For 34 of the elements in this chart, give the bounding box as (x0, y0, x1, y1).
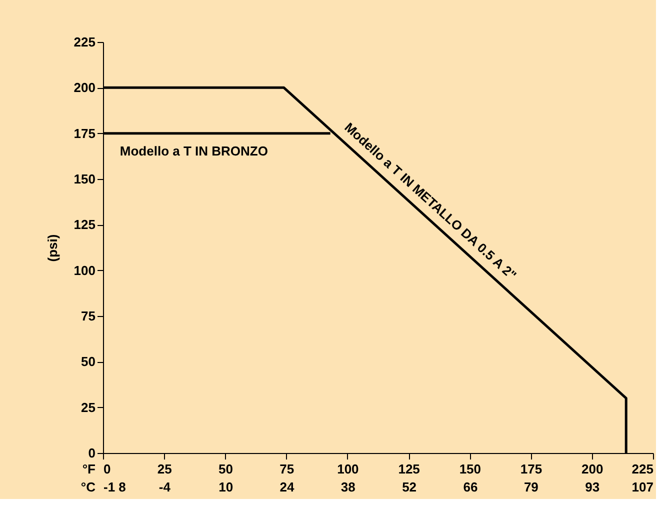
y-tick-label: 175 (74, 126, 96, 141)
x-tick-label: 125 (398, 462, 420, 476)
x2-tick-label: 24 (280, 480, 295, 494)
x2-tick-label: 52 (402, 480, 417, 494)
x-tick-label: 75 (280, 462, 294, 476)
x2-tick-label: 38 (340, 480, 356, 494)
x-tick-label: 100 (337, 462, 359, 476)
y-tick-label: 100 (74, 262, 96, 278)
y-tick-label: 200 (74, 80, 96, 96)
x2-tick-label: -1 8 (104, 480, 126, 494)
y-axis-title: (psi) (44, 234, 60, 262)
x2-tick-label: 79 (524, 480, 538, 494)
series-label: Modello a T IN BRONZO (120, 143, 268, 158)
y-tick-label: 25 (81, 400, 96, 415)
x2-tick-label: 10 (218, 480, 234, 494)
x-tick-label: 0 (104, 462, 111, 476)
x2-tick-label: -4 (158, 480, 172, 494)
x2-tick-label: 93 (585, 480, 600, 494)
x-tick-label: 225 (632, 462, 654, 476)
x2-tick-label: 66 (463, 480, 478, 494)
x-tick-label: 25 (157, 462, 172, 476)
x2-tick-label: 107 (632, 480, 654, 494)
y-tick-label: 125 (74, 217, 96, 232)
y-tick-label: 50 (81, 354, 96, 370)
y-tick-label: 75 (81, 308, 96, 324)
y-tick-label: 150 (74, 172, 96, 186)
x2-axis-title: °C (80, 480, 96, 494)
x-tick-label: 50 (218, 462, 233, 476)
x-axis-title: °F (82, 462, 96, 476)
x-tick-label: 150 (459, 462, 482, 476)
x-tick-label: 200 (582, 462, 604, 476)
x-tick-label: 175 (520, 462, 542, 476)
y-tick-label: 225 (74, 34, 96, 50)
y-tick-label: 0 (88, 446, 96, 460)
